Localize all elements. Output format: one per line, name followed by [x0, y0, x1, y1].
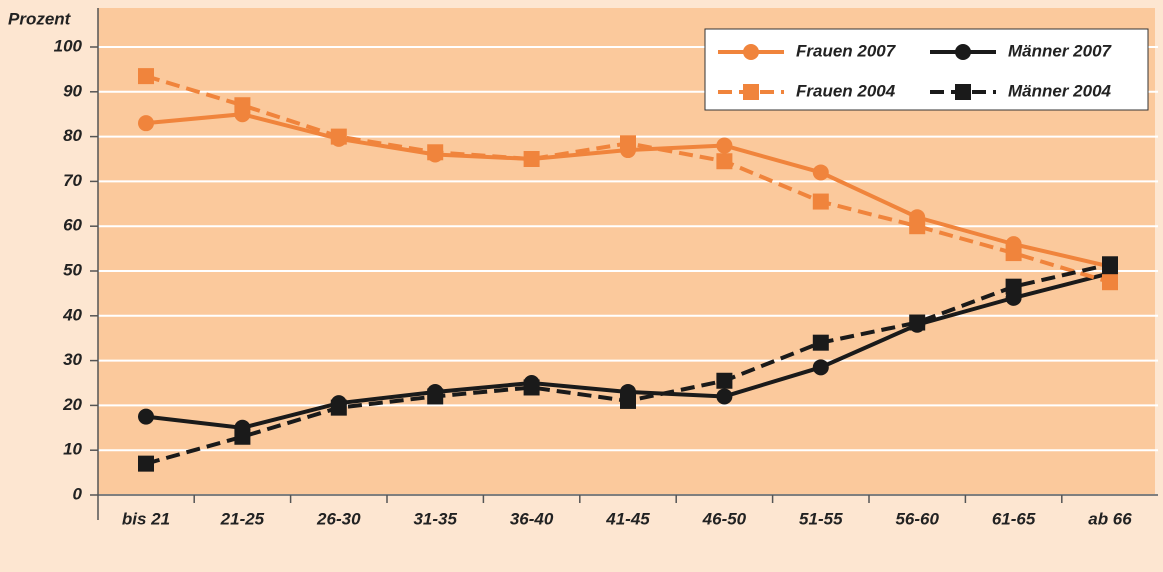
x-tick-label: 46-50 [702, 509, 747, 528]
point [620, 392, 636, 409]
point [812, 334, 829, 351]
y-tick-label: 90 [63, 81, 82, 100]
y-tick-label: 100 [54, 36, 83, 55]
y-tick-label: 70 [63, 171, 82, 190]
y-tick-label: 40 [62, 305, 82, 324]
point [1005, 245, 1022, 262]
point [330, 399, 347, 416]
point [716, 388, 733, 405]
series-group [138, 68, 1118, 472]
point [523, 151, 540, 167]
point [812, 164, 829, 181]
y-tick-label: 60 [63, 216, 82, 235]
point [955, 44, 971, 60]
point [138, 408, 154, 425]
x-tick-label: ab 66 [1088, 509, 1132, 528]
x-tick-label: 61-65 [992, 509, 1036, 528]
y-tick-label: 50 [63, 260, 82, 279]
y-tick-label: 20 [62, 395, 82, 414]
point [716, 137, 733, 154]
x-tick-label: 41-45 [605, 509, 650, 528]
legend-label: Frauen 2004 [796, 81, 896, 100]
point [523, 379, 540, 396]
point [743, 84, 759, 100]
legend-label: Männer 2004 [1008, 81, 1112, 100]
x-tick-label: 26-30 [316, 509, 361, 528]
x-tick-label: 31-35 [413, 509, 457, 528]
y-axis-label: Prozent [8, 9, 72, 28]
legend-label: Männer 2007 [1008, 41, 1113, 60]
legend-items: Frauen 2007 Männer 2007 Frauen 2004 Männer … [718, 41, 1113, 100]
legend [704, 28, 1149, 111]
point [620, 135, 636, 152]
point [955, 84, 971, 100]
point [234, 428, 251, 445]
point [812, 359, 829, 376]
x-tick-label: bis 21 [122, 509, 170, 528]
y-tick-label: 80 [63, 126, 82, 145]
x-tick-label: 56-60 [895, 509, 939, 528]
point [427, 388, 444, 405]
point [138, 115, 154, 132]
point [138, 455, 154, 472]
point [1102, 274, 1118, 291]
legend-label: Frauen 2007 [796, 41, 897, 60]
point [909, 218, 926, 235]
y-tick-label: 10 [63, 440, 82, 459]
point [1102, 256, 1118, 273]
point [234, 97, 251, 114]
y-tick-label: 0 [73, 484, 83, 503]
grid [90, 8, 1158, 520]
point [716, 372, 733, 389]
point [427, 144, 444, 161]
point [138, 68, 154, 85]
x-tick-label: 21-25 [220, 509, 265, 528]
point [812, 193, 829, 210]
point [716, 153, 733, 170]
x-tick-label: 51-55 [799, 509, 843, 528]
x-tick-label: 36-40 [510, 509, 554, 528]
point [330, 128, 347, 145]
point [1005, 278, 1022, 295]
point [743, 44, 759, 60]
point [909, 314, 926, 331]
y-tick-label: 30 [63, 350, 82, 369]
